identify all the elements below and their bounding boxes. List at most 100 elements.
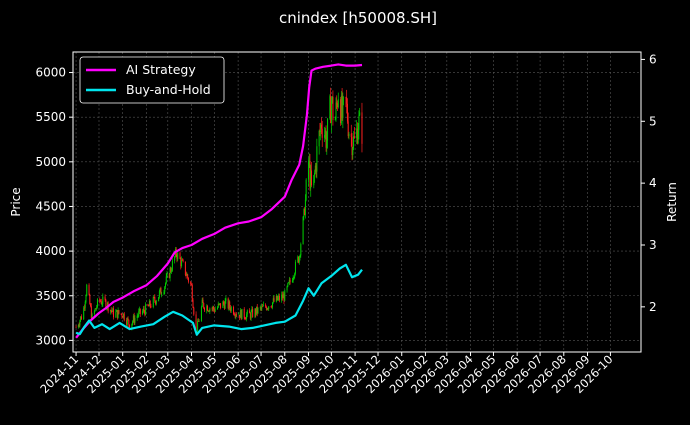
price-candle-body bbox=[186, 274, 188, 276]
price-candle-body bbox=[249, 310, 251, 314]
price-candle-body bbox=[329, 96, 331, 119]
price-candle-body bbox=[336, 102, 338, 104]
price-candle-body bbox=[110, 309, 112, 311]
price-candle-body bbox=[314, 165, 316, 173]
price-candle-body bbox=[245, 318, 247, 320]
price-candle-body bbox=[88, 284, 90, 295]
price-candle-body bbox=[270, 306, 272, 308]
price-candle-body bbox=[281, 294, 283, 299]
price-candle-body bbox=[320, 124, 322, 132]
price-candle-body bbox=[347, 121, 349, 137]
price-candle-body bbox=[267, 308, 269, 310]
price-candle-body bbox=[100, 301, 102, 305]
price-candle-body bbox=[201, 299, 203, 307]
price-candle-body bbox=[207, 310, 209, 312]
price-candle-body bbox=[223, 303, 225, 309]
left-axis-label: Price bbox=[9, 187, 23, 216]
price-candle-body bbox=[105, 299, 107, 309]
price-candle-body bbox=[148, 300, 150, 307]
price-candle-body bbox=[171, 260, 173, 271]
price-candle-body bbox=[143, 308, 145, 312]
left-tick-label: 3500 bbox=[35, 289, 66, 303]
price-candle-body bbox=[169, 268, 171, 278]
price-candle-body bbox=[337, 103, 339, 108]
price-candle-body bbox=[113, 308, 115, 318]
price-candle-body bbox=[168, 273, 170, 278]
price-candle-body bbox=[166, 273, 168, 277]
price-candle-body bbox=[193, 307, 195, 315]
price-candle-body bbox=[155, 300, 157, 304]
price-candle-body bbox=[303, 208, 305, 217]
ai-strategy-line bbox=[75, 63, 363, 339]
left-tick-label: 6000 bbox=[35, 66, 66, 80]
price-candle-body bbox=[126, 320, 128, 325]
price-candle-body bbox=[278, 295, 280, 301]
price-candle-body bbox=[320, 124, 322, 129]
price-candle-body bbox=[179, 252, 181, 259]
price-candle-body bbox=[83, 307, 85, 320]
price-candle-body bbox=[277, 298, 279, 301]
price-candle-body bbox=[171, 270, 173, 272]
price-candle-body bbox=[80, 316, 82, 320]
price-candle-body bbox=[120, 313, 122, 315]
price-candle-body bbox=[273, 298, 275, 302]
price-candle-body bbox=[90, 304, 92, 307]
price-candle-body bbox=[174, 256, 176, 261]
price-candle-body bbox=[293, 277, 295, 279]
price-candle-body bbox=[145, 304, 147, 315]
price-candle-body bbox=[223, 301, 225, 304]
price-candle-body bbox=[160, 287, 162, 295]
price-candle-body bbox=[271, 306, 273, 308]
price-candle-body bbox=[327, 118, 329, 141]
price-candle-body bbox=[182, 259, 184, 262]
price-candle-body bbox=[116, 310, 118, 312]
price-candle-body bbox=[357, 129, 359, 144]
price-candle-body bbox=[136, 315, 138, 319]
price-candle-body bbox=[292, 277, 294, 281]
price-candle-body bbox=[100, 300, 102, 302]
price-candle-body bbox=[227, 298, 229, 309]
price-candle-body bbox=[261, 305, 263, 309]
price-candle-body bbox=[104, 296, 106, 300]
price-candle-body bbox=[128, 319, 130, 325]
price-candle-body bbox=[192, 300, 194, 308]
price-candle-body bbox=[284, 290, 286, 301]
price-candle-body bbox=[260, 307, 262, 309]
price-candle-body bbox=[139, 308, 141, 312]
price-candle-body bbox=[190, 281, 192, 285]
price-candle-body bbox=[115, 311, 117, 318]
price-candle-body bbox=[272, 298, 274, 303]
price-candle-body bbox=[298, 256, 300, 263]
price-candle-body bbox=[326, 140, 328, 148]
price-candle-body bbox=[246, 314, 248, 320]
price-candle-body bbox=[252, 308, 254, 317]
price-candle-body bbox=[137, 315, 139, 317]
price-candle-body bbox=[288, 279, 290, 283]
price-candle-body bbox=[249, 313, 251, 319]
price-candles bbox=[75, 87, 363, 336]
legend-box bbox=[79, 56, 225, 104]
price-candle-body bbox=[318, 130, 320, 147]
price-candle-body bbox=[150, 306, 152, 308]
price-candle-body bbox=[251, 308, 253, 312]
price-candle-body bbox=[96, 299, 98, 308]
price-candle-body bbox=[346, 103, 348, 122]
price-candle-body bbox=[259, 307, 261, 309]
left-tick-label: 5500 bbox=[35, 110, 66, 124]
price-candle-body bbox=[240, 310, 242, 320]
price-candle-body bbox=[299, 255, 301, 257]
price-candle-body bbox=[289, 279, 291, 283]
price-candle-body bbox=[236, 314, 238, 316]
price-candle-body bbox=[149, 300, 151, 307]
price-candle-body bbox=[147, 304, 149, 306]
price-candle-body bbox=[161, 294, 163, 296]
price-candle-body bbox=[224, 300, 226, 309]
legend-ai-label: AI Strategy bbox=[126, 62, 196, 77]
price-candle-body bbox=[315, 165, 317, 172]
price-candle-body bbox=[353, 136, 355, 149]
price-candle-body bbox=[281, 294, 283, 301]
price-candle-body bbox=[217, 303, 219, 308]
price-candle-body bbox=[219, 303, 221, 305]
